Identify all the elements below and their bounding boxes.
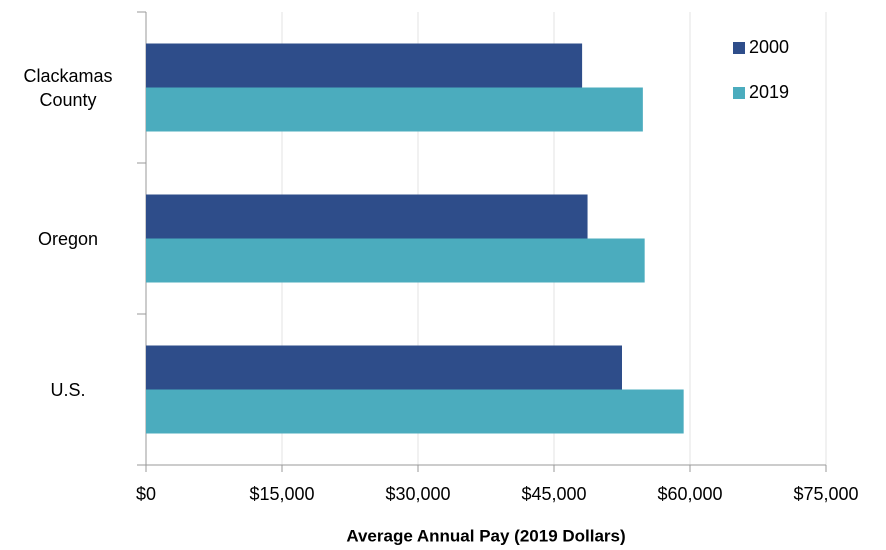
bar [146, 43, 583, 88]
x-tick-label: $0 [136, 484, 156, 504]
legend-label: 2019 [749, 82, 789, 102]
y-tick-label: U.S. [50, 379, 86, 400]
bar [146, 389, 684, 434]
legend-swatch [733, 42, 745, 54]
x-tick-label: $45,000 [521, 484, 586, 504]
x-tick-label: $60,000 [657, 484, 722, 504]
bar [146, 345, 622, 390]
y-tick-label: Clackamas County [23, 65, 113, 110]
bar [146, 87, 643, 132]
x-axis-title: Average Annual Pay (2019 Dollars) [346, 526, 625, 545]
bar [146, 238, 645, 283]
y-tick-label: Oregon [37, 228, 99, 249]
bar [146, 194, 588, 239]
legend-label: 2000 [749, 37, 789, 57]
x-tick-label: $75,000 [793, 484, 858, 504]
x-tick-label: $30,000 [385, 484, 450, 504]
legend-swatch [733, 87, 745, 99]
x-tick-label: $15,000 [249, 484, 314, 504]
